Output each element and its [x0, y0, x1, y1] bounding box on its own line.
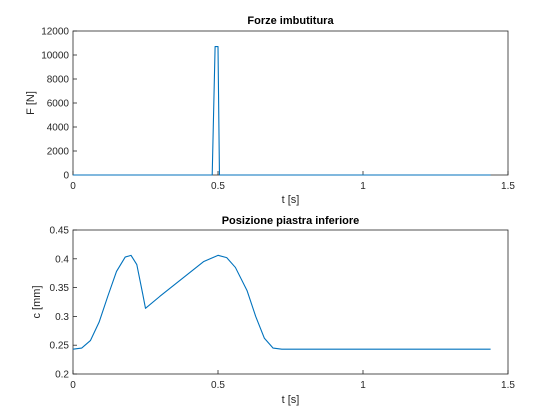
force-series-line	[73, 46, 491, 176]
force-chart-ticks: 0 0.5 1 1.5 0 2000 4000 6000 8000 10000 12000	[41, 27, 515, 193]
position-chart: Posizione piastra inferiore 0 0.5 1 1.50.20…	[31, 215, 515, 406]
force-ytick-label: 4000	[47, 123, 70, 134]
force-chart-plot-area	[72, 30, 509, 176]
force-chart: Forze imbutitura 0 0.5 1 1.5 0 2000 4000 6000 80…	[25, 15, 515, 206]
position-xtick-label: 0	[70, 380, 76, 391]
position-ytick-label: 0.45	[50, 226, 70, 237]
position-chart-xlabel: t [s]	[282, 394, 300, 406]
position-chart-title: Posizione piastra inferiore	[222, 215, 360, 227]
position-chart-ticks: 0 0.5 1 1.5 0.2 0.25 0.3 0.35 0.4 0.45	[50, 226, 516, 392]
force-ytick-label: 0	[63, 171, 69, 182]
position-xtick-label: 1	[360, 380, 366, 391]
force-ytick-label: 10000	[41, 51, 69, 62]
position-chart-ylabel: c [mm]	[31, 286, 43, 319]
position-series-line	[72, 254, 491, 350]
force-chart-title: Forze imbutitura	[247, 15, 334, 27]
position-chart-plot-area	[72, 229, 509, 375]
position-xtick-label: 0.5	[211, 380, 225, 391]
position-xtick-label: 1.5	[501, 380, 515, 391]
force-ytick-label: 8000	[47, 75, 70, 86]
force-xtick-label: 1.5	[501, 181, 515, 192]
force-chart-xlabel: t [s]	[282, 194, 300, 206]
force-ytick-label: 2000	[47, 147, 70, 158]
force-xtick-label: 0	[70, 181, 76, 192]
position-ytick-label: 0.35	[50, 283, 70, 294]
force-xtick-label: 0.5	[211, 181, 225, 192]
position-ytick-label: 0.25	[50, 341, 70, 352]
position-ytick-label: 0.3	[55, 312, 69, 323]
force-ytick-label: 6000	[47, 99, 70, 110]
position-ytick-label: 0.4	[55, 254, 69, 265]
position-ytick-label: 0.2	[55, 370, 69, 381]
force-ytick-label: 12000	[41, 27, 69, 38]
force-xtick-label: 1	[360, 181, 366, 192]
force-chart-ylabel: F [N]	[25, 91, 37, 115]
